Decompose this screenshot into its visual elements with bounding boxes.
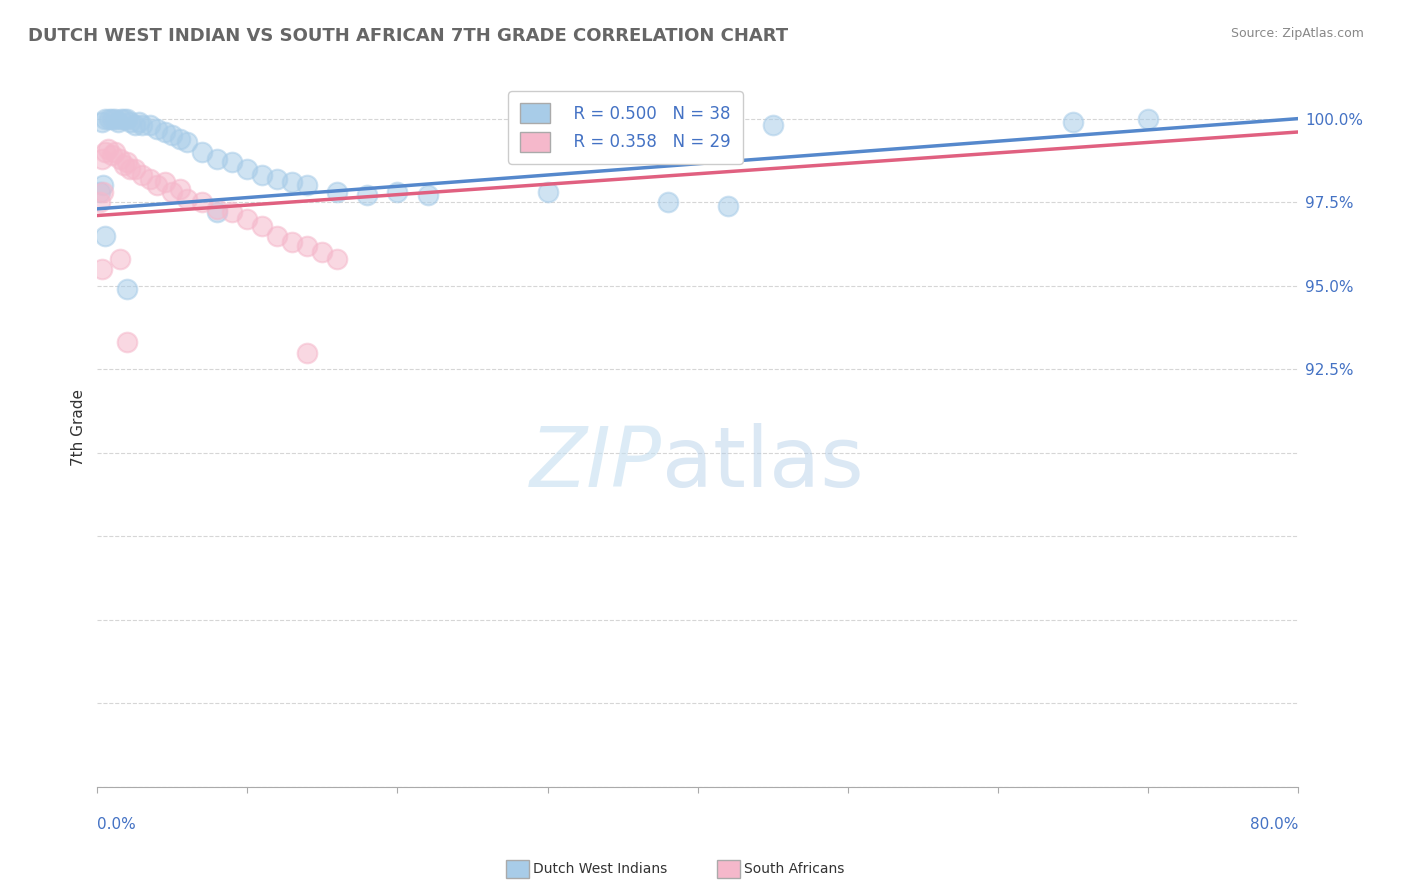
Point [108,252,131,266]
Point [146,178,169,193]
Point [110,112,132,126]
Point [297,238,319,252]
Text: atlas: atlas [662,423,863,504]
Point [416,188,439,202]
Point [120,161,142,176]
Point [124,118,146,132]
Point [236,211,259,226]
Point [94,228,117,243]
Point [281,235,304,250]
Point [93,178,115,193]
Point [356,188,378,202]
Point [311,245,333,260]
Point [536,185,558,199]
Point [153,125,176,139]
Point [252,219,274,233]
Point [90,262,112,277]
Point [266,171,288,186]
Point [131,169,153,183]
Point [117,335,139,350]
Point [297,178,319,193]
Point [162,185,184,199]
Point [326,252,349,266]
Point [120,115,142,129]
Point [112,158,135,172]
Text: 80.0%: 80.0% [1250,817,1298,832]
Point [207,205,229,219]
Point [387,185,409,199]
Point [191,195,214,210]
Point [169,182,191,196]
Point [128,115,150,129]
Point [162,128,184,143]
Text: Dutch West Indians: Dutch West Indians [533,862,666,876]
Y-axis label: 7th Grade: 7th Grade [72,389,86,467]
Point [93,185,115,199]
Point [89,185,111,199]
Point [90,152,112,166]
Point [236,161,259,176]
Point [153,175,176,189]
Point [657,195,679,210]
Point [131,118,153,132]
Point [139,171,162,186]
Point [266,228,288,243]
Point [90,115,112,129]
Point [104,112,127,126]
Text: South Africans: South Africans [744,862,844,876]
Point [252,169,274,183]
Point [94,112,117,126]
Point [89,195,111,210]
Point [101,148,124,162]
Point [98,112,121,126]
Point [176,192,198,206]
Text: ZIP: ZIP [530,423,662,504]
Point [281,175,304,189]
Point [169,131,191,145]
Point [762,118,785,132]
Point [104,145,127,159]
Legend:   R = 0.500   N = 38,   R = 0.358   N = 29: R = 0.500 N = 38, R = 0.358 N = 29 [509,91,742,163]
Point [108,152,131,166]
Text: DUTCH WEST INDIAN VS SOUTH AFRICAN 7TH GRADE CORRELATION CHART: DUTCH WEST INDIAN VS SOUTH AFRICAN 7TH G… [28,27,789,45]
Point [207,202,229,216]
Point [191,145,214,159]
Point [1136,112,1159,126]
Point [94,145,117,159]
Point [107,115,129,129]
Point [221,205,243,219]
Point [297,345,319,359]
Point [176,135,198,149]
Point [117,282,139,296]
Text: Source: ZipAtlas.com: Source: ZipAtlas.com [1230,27,1364,40]
Point [97,142,120,156]
Point [221,155,243,169]
Point [117,112,139,126]
Point [1062,115,1084,129]
Point [139,118,162,132]
Point [146,121,169,136]
Point [326,185,349,199]
Point [117,155,139,169]
Point [124,161,146,176]
Text: 0.0%: 0.0% [97,817,136,832]
Point [112,112,135,126]
Point [101,112,124,126]
Point [717,198,740,212]
Point [207,152,229,166]
